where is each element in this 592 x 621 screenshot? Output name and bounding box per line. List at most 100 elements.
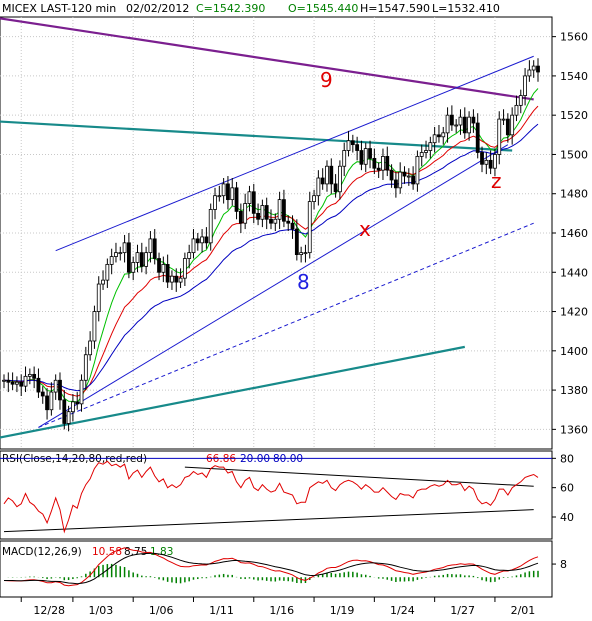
price-bar-body [256,212,260,220]
x-tick-label: 12/28 [33,604,65,617]
price-bar-body [389,169,394,181]
price-bar-body [523,75,527,96]
price-bar-body [325,165,329,185]
price-bar-body [411,175,416,185]
trendline-rsi-lower [3,509,534,533]
price-bar-body [264,205,269,220]
rsi-lower-level: 20.00 [240,453,270,465]
price-tick-label: 1500 [560,148,588,161]
price-bar-body [415,156,420,185]
trendline-dashed-mid [38,222,534,428]
price-bar-body [480,152,484,165]
rsi-series-line [3,460,539,534]
price-bar-body [178,277,183,283]
price-tick-label: 1560 [560,31,588,44]
price-bar-body [195,238,200,244]
price-bar-body [19,381,24,387]
price-bar-body [62,399,67,424]
price-bar-body [381,156,385,171]
x-tick-label: 2/01 [511,604,536,617]
x-tick-label: 1/11 [209,604,234,617]
trendline-channel-upper [55,55,534,252]
price-bar-body [15,381,19,385]
price-bar-body [449,114,454,126]
price-bar-body [226,183,230,201]
price-tick-label: 1440 [560,266,588,279]
price-bar-body [105,264,110,281]
price-bar-body [118,252,123,255]
price-bar-body [342,150,347,167]
price-bar-body [174,275,179,283]
x-axis: 12/28 1/03 1/06 1/11 1/16 1/19 1/24 1/27 2/01 [20,597,536,617]
chart-annotations: 9 8 x z [297,68,502,294]
price-bar-body [182,258,187,279]
header-close: C=1542.390 [196,2,265,15]
price-x-gridlines [20,17,496,449]
price-bar-body [355,144,360,151]
price-bar-body [445,114,450,134]
price-bar-body [428,142,433,151]
price-bar-body [260,205,265,220]
price-bar-body [454,124,459,127]
price-bar-body [200,236,204,244]
price-bar-body [350,140,355,146]
price-bar-body [144,252,149,267]
price-bar-body [139,252,144,267]
price-bar-body [510,114,515,136]
macd-lines [3,547,539,587]
price-bar-body [204,236,209,244]
price-tick-label: 1380 [560,384,588,397]
price-bar-body [419,152,424,157]
price-trendlines [0,17,534,439]
price-bar-body [402,171,407,177]
price-bar-body [338,165,342,193]
price-bar-body [71,401,75,413]
price-bar-body [6,379,11,383]
price-bar-body [230,187,235,201]
price-bar-body [269,218,273,224]
macd-title: MACD(12,26,9) [2,546,82,558]
price-bar-body [165,264,170,283]
price-bar-body [286,220,291,224]
price-bar-body [75,401,80,405]
price-bar-body [307,201,312,254]
annotation-x: x [359,217,371,241]
x-tick-label: 1/16 [269,604,294,617]
price-bar-body [372,157,377,169]
price-bar-body [368,148,372,159]
price-bar-body [531,65,536,71]
header-high: H=1547.590 [360,2,430,15]
rsi-line [3,460,539,534]
price-bar-body [320,177,325,185]
price-bar-body [462,116,467,134]
price-bar-body [424,150,428,153]
header-open: O=1545.440 [288,2,358,15]
price-bar-body [208,209,213,244]
price-bar-body [536,65,540,73]
price-bar-body [247,191,252,204]
price-bar-body [376,167,381,171]
price-bar-body [251,191,256,214]
x-tick-label: 1/19 [330,604,355,617]
price-bar-body [471,116,476,124]
macd-histogram [7,563,539,584]
price-bar-body [294,228,299,255]
price-tick-label: 1360 [560,423,588,436]
x-tick-label: 1/06 [149,604,174,617]
price-bar-body [393,179,398,189]
price-bar-body [36,377,41,393]
price-bars [2,58,540,432]
rsi-value: 66.86 [206,453,236,465]
header-symbol: MICEX LAST-120 min [2,2,116,15]
price-tick-label: 1400 [560,345,588,358]
rsi-tick-label: 60 [560,482,574,495]
price-tick-label: 1420 [560,306,588,319]
price-bar-body [475,122,480,153]
price-bar-body [170,275,174,283]
price-bar-body [53,379,58,393]
price-bar-body [217,195,222,198]
price-bar-body [406,175,411,178]
price-bar-body [187,252,192,259]
price-tick-label: 1520 [560,109,588,122]
trendline-channel-lower [38,144,509,428]
